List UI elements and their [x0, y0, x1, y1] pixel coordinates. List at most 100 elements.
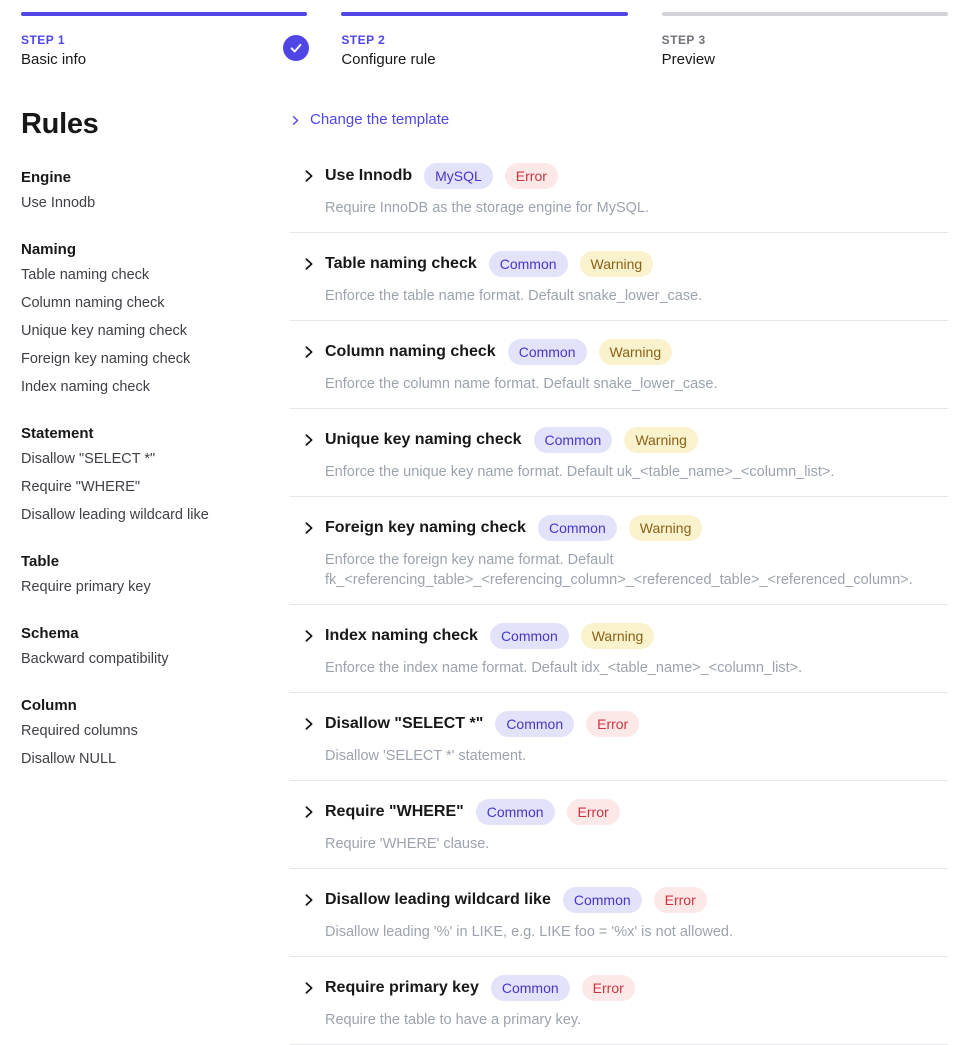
sidebar-group-items: Required columns Disallow NULL: [21, 717, 290, 773]
sidebar-group-items: Table naming check Column naming check Uni…: [21, 261, 290, 401]
chevron-right-icon: [290, 115, 301, 126]
sidebar-group-label: Table: [21, 553, 60, 570]
rule-badges: Common Error: [562, 887, 707, 913]
chevron-right-icon[interactable]: [302, 717, 316, 731]
chevron-right-icon[interactable]: [302, 169, 316, 183]
step-1-name: Basic info: [21, 51, 87, 68]
sidebar-group-items: Use Innodb: [21, 189, 290, 217]
rule-row: Use Innodb MySQL Error Require InnoDB as …: [290, 145, 948, 233]
rule-header[interactable]: Disallow "SELECT *" Common Error: [290, 711, 948, 737]
chevron-right-icon[interactable]: [302, 893, 316, 907]
step-2-configure-rule[interactable]: STEP 2 Configure rule: [341, 12, 628, 69]
chevron-right-icon[interactable]: [302, 257, 316, 271]
chevron-right-icon[interactable]: [302, 981, 316, 995]
sidebar-rule-link[interactable]: Disallow NULL: [21, 751, 117, 767]
category-badge: Common: [562, 887, 642, 913]
rule-description: Disallow leading '%' in LIKE, e.g. LIKE …: [325, 924, 734, 940]
rule-header[interactable]: Use Innodb MySQL Error: [290, 163, 948, 189]
sidebar-group-label: Statement: [21, 425, 94, 442]
rule-header[interactable]: Require "WHERE" Common Error: [290, 799, 948, 825]
error-badge: Error: [581, 975, 635, 1001]
rule-header[interactable]: Table naming check Common Warning: [290, 251, 948, 277]
sidebar-rule-link[interactable]: Required columns: [21, 723, 138, 739]
step-2-label: STEP 2: [341, 33, 386, 47]
rule-title: Table naming check: [325, 255, 477, 272]
chevron-right-icon[interactable]: [302, 629, 316, 643]
rule-description: Require 'WHERE' clause.: [325, 836, 490, 852]
sidebar-group: Column Required columns Disallow NULL: [21, 695, 290, 773]
rules-list: Use Innodb MySQL Error Require InnoDB as …: [290, 145, 948, 1045]
wizard-steps: STEP 1 Basic info STEP 2 Configure rule …: [21, 12, 948, 69]
chevron-right-icon[interactable]: [302, 433, 316, 447]
rules-sidebar: Rules Engine Use Innodb Naming Table nam…: [21, 69, 290, 1045]
warning-badge: Warning: [598, 339, 673, 365]
step-2-name: Configure rule: [341, 51, 436, 68]
sidebar-rule-link[interactable]: Use Innodb: [21, 195, 96, 211]
sidebar-group: Naming Table naming check Column naming c…: [21, 239, 290, 401]
rule-header[interactable]: Foreign key naming check Common Warning: [290, 515, 948, 541]
chevron-right-icon[interactable]: [302, 805, 316, 819]
sidebar-group-label: Column: [21, 697, 77, 714]
rule-header[interactable]: Column naming check Common Warning: [290, 339, 948, 365]
rule-title: Disallow leading wildcard like: [325, 891, 551, 908]
rule-title: Foreign key naming check: [325, 519, 526, 536]
step-1-basic-info[interactable]: STEP 1 Basic info: [21, 12, 310, 69]
rule-row: Unique key naming check Common Warning En…: [290, 409, 948, 497]
step-3-preview[interactable]: STEP 3 Preview: [661, 12, 948, 69]
step-2-progress-bar: [341, 12, 628, 16]
rule-row: Require primary key Common Error Require …: [290, 957, 948, 1045]
rule-title: Unique key naming check: [325, 431, 522, 448]
rule-description: Enforce the table name format. Default s…: [325, 288, 703, 304]
sidebar-rule-link[interactable]: Index naming check: [21, 379, 150, 395]
rule-badges: Common Warning: [488, 251, 654, 277]
category-badge: Common: [488, 251, 568, 277]
rule-title: Require primary key: [325, 979, 479, 996]
rule-description: Enforce the foreign key name format. Def…: [325, 552, 913, 588]
rule-badges: Common Warning: [533, 427, 698, 453]
rules-main: Change the template Use Innodb MySQL Erro…: [290, 69, 948, 1045]
category-badge: Common: [537, 515, 617, 541]
rule-badges: Common Warning: [489, 623, 655, 649]
category-badge: Common: [533, 427, 613, 453]
change-template-link[interactable]: Change the template: [290, 109, 449, 131]
rule-row: Disallow "SELECT *" Common Error Disallow…: [290, 693, 948, 781]
sidebar-rule-link[interactable]: Require primary key: [21, 579, 151, 595]
rule-badges: Common Error: [475, 799, 620, 825]
rule-title: Column naming check: [325, 343, 496, 360]
sidebar-group: Engine Use Innodb: [21, 167, 290, 217]
category-badge: Common: [490, 975, 570, 1001]
category-badge: MySQL: [424, 163, 493, 189]
check-icon: [283, 35, 310, 61]
sidebar-rule-link[interactable]: Foreign key naming check: [21, 351, 191, 367]
sidebar-rule-link[interactable]: Table naming check: [21, 267, 150, 283]
rule-header[interactable]: Disallow leading wildcard like Common Err…: [290, 887, 948, 913]
chevron-right-icon[interactable]: [302, 345, 316, 359]
rule-header[interactable]: Unique key naming check Common Warning: [290, 427, 948, 453]
rule-title: Require "WHERE": [325, 803, 464, 820]
rule-badges: Common Warning: [507, 339, 673, 365]
sidebar-group: Statement Disallow "SELECT *" Require "WH…: [21, 423, 290, 529]
sidebar-rule-link[interactable]: Require "WHERE": [21, 479, 141, 495]
rule-title: Index naming check: [325, 627, 478, 644]
error-badge: Error: [653, 887, 707, 913]
step-3-progress-bar: [661, 12, 948, 16]
chevron-right-icon[interactable]: [302, 521, 316, 535]
rule-header[interactable]: Require primary key Common Error: [290, 975, 948, 1001]
rule-row: Require "WHERE" Common Error Require 'WHE…: [290, 781, 948, 869]
sidebar-group-label: Schema: [21, 625, 79, 642]
sidebar-group-items: Backward compatibility: [21, 645, 290, 673]
warning-badge: Warning: [624, 427, 698, 453]
sidebar-rule-link[interactable]: Disallow "SELECT *": [21, 451, 156, 467]
rule-title: Disallow "SELECT *": [325, 715, 484, 732]
rule-description: Enforce the column name format. Default …: [325, 376, 718, 392]
step-3-label: STEP 3: [661, 33, 706, 47]
rule-header[interactable]: Index naming check Common Warning: [290, 623, 948, 649]
sidebar-group-items: Disallow "SELECT *" Require "WHERE" Disall…: [21, 445, 290, 529]
sidebar-rule-link[interactable]: Column naming check: [21, 295, 165, 311]
sidebar-rule-link[interactable]: Backward compatibility: [21, 651, 169, 667]
rule-title: Use Innodb: [325, 167, 413, 184]
sidebar-rule-link[interactable]: Disallow leading wildcard like: [21, 507, 209, 523]
rules-nav: Engine Use Innodb Naming Table naming ch…: [21, 167, 290, 773]
rule-description: Require InnoDB as the storage engine for…: [325, 200, 650, 216]
sidebar-rule-link[interactable]: Unique key naming check: [21, 323, 188, 339]
